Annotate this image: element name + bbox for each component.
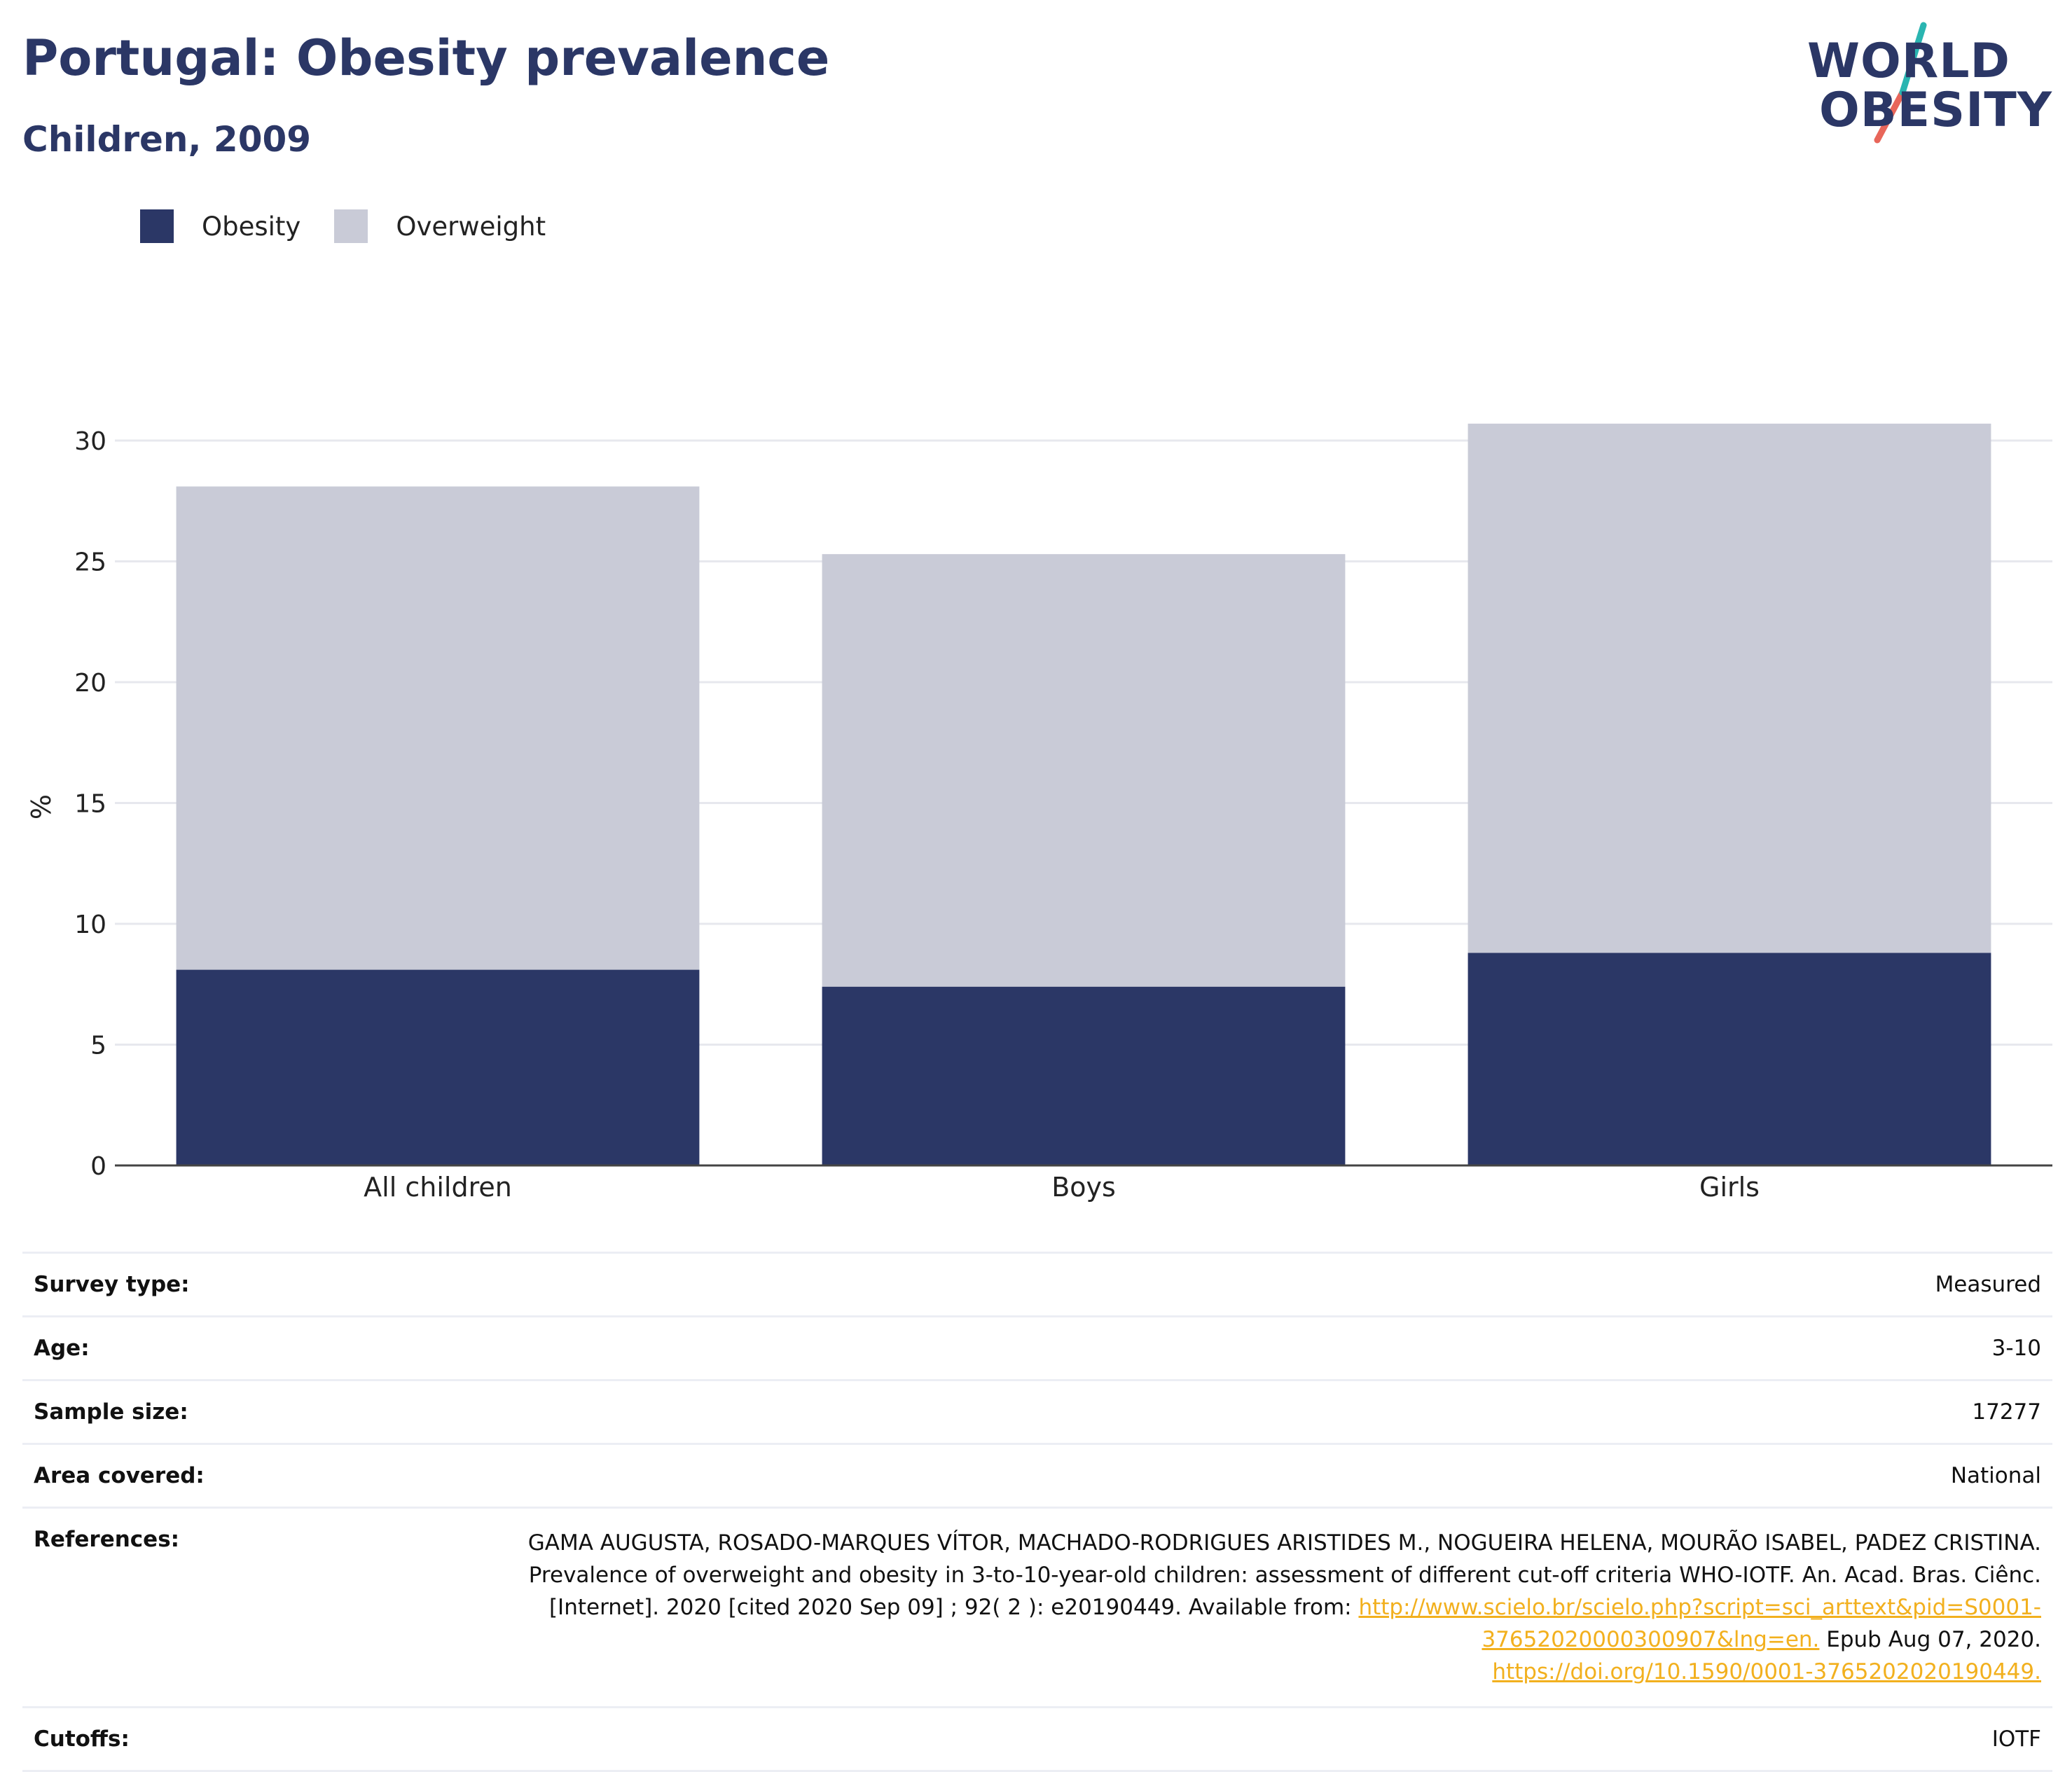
world-obesity-logo: WORLD OBESITY (1807, 20, 2052, 146)
legend-swatch-obesity (140, 209, 174, 243)
chart-subtitle: Children, 2009 (22, 119, 312, 160)
info-value: IOTF (1991, 1726, 2041, 1752)
info-row-sample-size: Sample size: 17277 (22, 1381, 2052, 1445)
chart-legend: Obesity Overweight (140, 209, 579, 244)
y-tick-label: 0 (90, 1152, 106, 1181)
bar-obesity-girls (1467, 953, 1991, 1165)
info-row-cutoffs: Cutoffs: IOTF (22, 1708, 2052, 1772)
legend-item-obesity[interactable]: Obesity (140, 209, 301, 243)
reference-citation: GAMA AUGUSTA, ROSADO-MARQUES VÍTOR, MACH… (527, 1530, 2041, 1620)
y-tick-label: 25 (74, 548, 106, 577)
info-key: Cutoffs: (34, 1726, 130, 1752)
legend-swatch-overweight (334, 209, 368, 243)
bar-overweight-boys (822, 554, 1346, 987)
legend-item-overweight[interactable]: Overweight (334, 209, 546, 243)
logo-text-obesity: OBESITY (1819, 83, 2052, 138)
chart-title: Portugal: Obesity prevalence (22, 29, 830, 87)
info-key: Area covered: (34, 1463, 205, 1488)
info-key: Sample size: (34, 1399, 188, 1425)
info-value: National (1950, 1463, 2041, 1488)
info-row-age: Age: 3-10 (22, 1317, 2052, 1381)
legend-label-overweight: Overweight (396, 211, 546, 242)
info-key: Age: (34, 1336, 90, 1361)
logo-slash-top (1899, 22, 1927, 96)
x-category-label: All children (364, 1172, 512, 1203)
reference-epub: Epub Aug 07, 2020. (1826, 1627, 2041, 1652)
info-row-survey-type: Survey type: Measured (22, 1254, 2052, 1317)
info-value: Measured (1935, 1272, 2041, 1297)
info-key: References: (34, 1527, 180, 1552)
info-row-references: References: GAMA AUGUSTA, ROSADO-MARQUES… (22, 1509, 2052, 1708)
y-tick-label: 10 (74, 911, 106, 939)
info-value: 3-10 (1991, 1336, 2041, 1361)
references-text: GAMA AUGUSTA, ROSADO-MARQUES VÍTOR, MACH… (500, 1527, 2041, 1688)
bar-overweight-girls (1467, 423, 1991, 953)
y-tick-label: 5 (90, 1032, 106, 1060)
bar-obesity-boys (822, 986, 1346, 1165)
reference-link-scielo[interactable]: http://www.scielo.br/scielo.php?script=s… (1358, 1595, 2041, 1652)
x-category-label: Boys (1051, 1172, 1116, 1203)
x-category-label: Girls (1699, 1172, 1760, 1203)
logo-slash-bottom (1874, 89, 1906, 144)
y-tick-label: 15 (74, 790, 106, 819)
logo-text-world: WORLD (1807, 34, 2010, 89)
bar-overweight-all-children (176, 486, 700, 970)
info-value: 17277 (1972, 1399, 2041, 1425)
bar-obesity-all-children (176, 969, 700, 1165)
info-row-area-covered: Area covered: National (22, 1445, 2052, 1509)
y-tick-label: 20 (74, 669, 106, 698)
info-key: Survey type: (34, 1272, 190, 1297)
legend-label-obesity: Obesity (202, 211, 301, 242)
logo-slash-icon (1874, 22, 1927, 144)
survey-info-table: Survey type: Measured Age: 3-10 Sample s… (22, 1252, 2052, 1772)
y-axis-title: % (26, 794, 57, 819)
reference-link-doi[interactable]: https://doi.org/10.1590/0001-37652020201… (1492, 1659, 2041, 1684)
stacked-bar-chart: 0 5 10 15 20 25 30% All children Boys Girls (26, 423, 2052, 1203)
y-tick-label: 30 (74, 427, 106, 456)
